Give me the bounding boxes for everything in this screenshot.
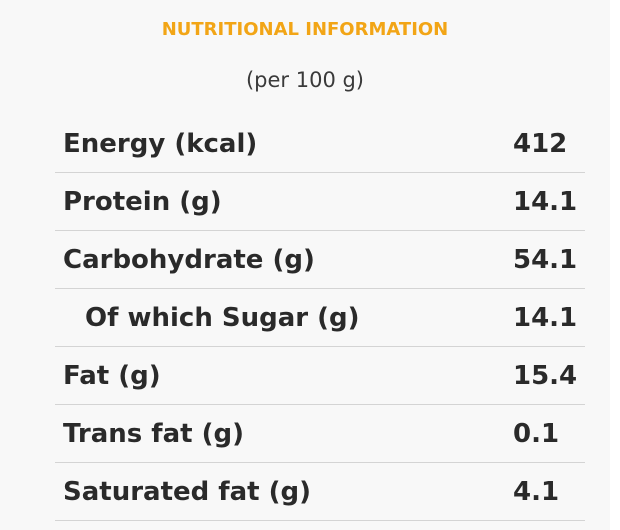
nutrient-value: 54.1 [513, 245, 578, 275]
nutrient-row-trans-fat: Trans fat (g) 0.1 [55, 405, 585, 463]
nutrient-row-carbohydrate: Carbohydrate (g) 54.1 [55, 231, 585, 289]
nutrient-row-energy: Energy (kcal) 412 [55, 115, 585, 173]
nutrient-row-sugar: Of which Sugar (g) 14.1 [55, 289, 585, 347]
nutrient-label: Fat (g) [63, 361, 161, 391]
nutrient-label: Trans fat (g) [63, 419, 244, 449]
nutrition-table: Energy (kcal) 412 Protein (g) 14.1 Carbo… [55, 115, 585, 521]
nutrient-label: Energy (kcal) [63, 129, 258, 159]
nutrient-value: 14.1 [513, 303, 578, 333]
serving-basis: (per 100 g) [245, 68, 365, 92]
nutrient-value: 14.1 [513, 187, 578, 217]
nutrient-value: 412 [513, 129, 568, 159]
nutrient-label: Saturated fat (g) [63, 477, 312, 507]
nutrient-value: 15.4 [513, 361, 578, 391]
nutrient-row-fat: Fat (g) 15.4 [55, 347, 585, 405]
nutrient-value: 4.1 [513, 477, 560, 507]
nutrient-row-protein: Protein (g) 14.1 [55, 173, 585, 231]
nutrient-label: Carbohydrate (g) [63, 245, 315, 275]
nutrient-row-saturated-fat: Saturated fat (g) 4.1 [55, 463, 585, 521]
nutrient-value: 0.1 [513, 419, 560, 449]
nutrient-label: Protein (g) [63, 187, 222, 217]
page-title: NUTRITIONAL INFORMATION [161, 19, 449, 40]
nutrient-label: Of which Sugar (g) [85, 303, 360, 333]
